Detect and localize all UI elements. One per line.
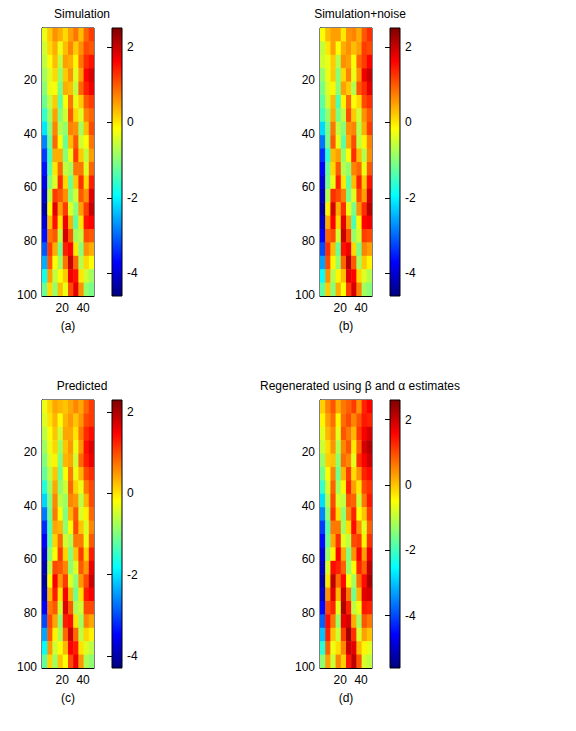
svg-text:80: 80 [302,234,316,248]
svg-text:40: 40 [354,673,368,687]
svg-text:(d): (d) [339,691,354,705]
svg-text:-2: -2 [127,191,138,205]
svg-text:-4: -4 [127,266,138,280]
svg-text:60: 60 [24,180,38,194]
svg-text:0: 0 [127,115,134,129]
svg-text:80: 80 [302,606,316,620]
svg-text:20: 20 [56,673,70,687]
svg-text:40: 40 [24,127,38,141]
svg-text:20: 20 [56,301,70,315]
svg-text:Simulation: Simulation [54,7,110,21]
svg-text:20: 20 [302,445,316,459]
svg-text:2: 2 [405,40,412,54]
svg-text:40: 40 [302,127,316,141]
svg-text:0: 0 [127,486,134,500]
svg-text:60: 60 [302,552,316,566]
svg-text:80: 80 [24,606,38,620]
svg-text:-4: -4 [405,609,416,623]
svg-text:20: 20 [302,73,316,87]
svg-text:(c): (c) [61,691,75,705]
svg-text:Regenerated using β and α esti: Regenerated using β and α estimates [260,379,460,393]
svg-text:20: 20 [334,673,348,687]
svg-text:Simulation+noise: Simulation+noise [314,7,406,21]
svg-text:2: 2 [127,40,134,54]
svg-text:-2: -2 [405,191,416,205]
svg-text:100: 100 [17,660,37,674]
svg-text:-4: -4 [405,266,416,280]
svg-text:-4: -4 [127,649,138,663]
svg-text:-2: -2 [405,543,416,557]
svg-text:2: 2 [127,405,134,419]
svg-text:40: 40 [24,499,38,513]
svg-text:40: 40 [354,301,368,315]
svg-text:100: 100 [295,288,315,302]
svg-text:0: 0 [405,478,412,492]
svg-text:20: 20 [334,301,348,315]
svg-text:0: 0 [405,115,412,129]
svg-text:(a): (a) [61,319,76,333]
svg-text:20: 20 [24,73,38,87]
svg-text:40: 40 [302,499,316,513]
svg-text:Predicted: Predicted [57,379,108,393]
svg-text:60: 60 [24,552,38,566]
svg-text:100: 100 [295,660,315,674]
svg-text:-2: -2 [127,568,138,582]
svg-text:60: 60 [302,180,316,194]
svg-text:2: 2 [405,413,412,427]
svg-text:80: 80 [24,234,38,248]
svg-text:40: 40 [76,301,90,315]
svg-text:(b): (b) [339,319,354,333]
svg-text:100: 100 [17,288,37,302]
svg-text:40: 40 [76,673,90,687]
svg-text:20: 20 [24,445,38,459]
